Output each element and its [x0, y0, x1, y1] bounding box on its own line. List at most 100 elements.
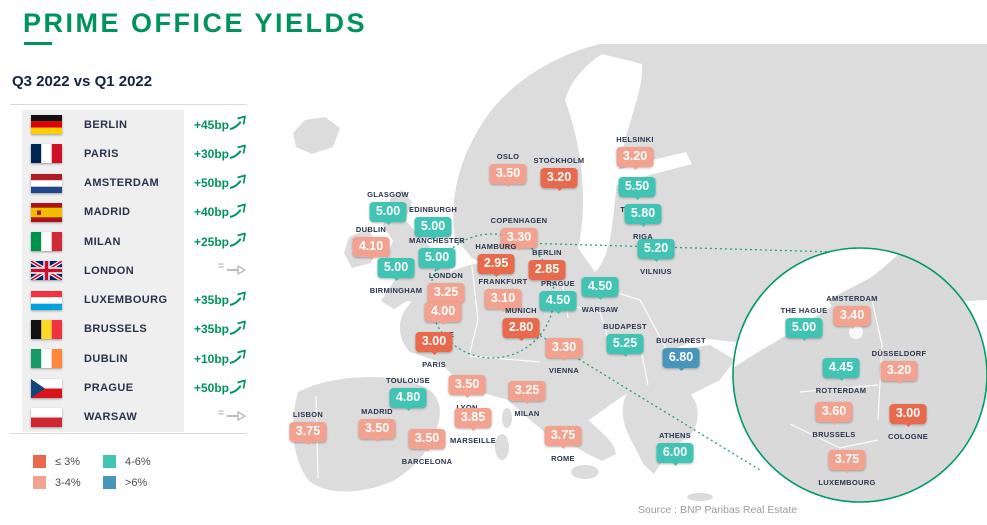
panel-change-amsterdam: +50bp — [185, 174, 248, 193]
city-label-glasgow: GLASGOW — [367, 190, 409, 199]
marker-dublin: 4.10 DUBLIN — [352, 225, 390, 259]
inset-borders — [789, 299, 883, 449]
city-label-warsaw: WARSAW — [581, 304, 619, 314]
change-value: +25bp — [193, 234, 229, 249]
yield-badge-berlin: 2.85 — [528, 260, 566, 282]
city-label-luxembourg: LUXEMBOURG — [818, 477, 876, 487]
marker-toulouse: 4.80 TOULOUSE — [386, 376, 430, 410]
yield-badge-budapest: 5.25 — [606, 334, 644, 356]
legend-label: ≤ 3% — [55, 455, 80, 468]
marker-paris: 3.00 PARIS — [415, 332, 453, 369]
city-label-düsseldorf: DÜSSELDORF — [871, 349, 927, 358]
panel-row-milan: MILAN +25bp — [22, 227, 248, 256]
flag-spain-icon — [31, 202, 62, 222]
panel-row-madrid: MADRID +40bp — [22, 198, 248, 227]
panel-row-dublin: DUBLIN +10bp — [22, 344, 248, 373]
city-label-manchester: MANCHESTER — [409, 236, 465, 245]
trend-up-icon — [229, 115, 247, 134]
iceland-landmass — [293, 117, 340, 154]
panel-row-paris: PARIS +30bp — [22, 139, 248, 168]
yield-badge-london: 3.25 — [427, 283, 465, 305]
yield-badge-paris: 3.00 — [415, 332, 453, 354]
city-label-brussels: BRUSSELS — [812, 429, 856, 439]
comparison-subtitle: Q3 2022 vs Q1 2022 — [12, 73, 153, 90]
marker-the-hague: 5.00 THE HAGUE — [781, 306, 827, 340]
city-label-hamburg: HAMBURG — [475, 242, 517, 251]
yield-badge-lisbon: 3.75 — [289, 422, 327, 444]
yield-badge-frankfurt: 3.10 — [484, 289, 522, 311]
trend-up-icon — [229, 291, 247, 310]
city-label-prague: PRAGUE — [541, 279, 575, 288]
panel-row-amsterdam: AMSTERDAM +50bp — [22, 169, 248, 198]
marker-warsaw: 4.50 WARSAW — [581, 277, 619, 314]
marker-prague: 4.50 PRAGUE — [539, 279, 577, 313]
title-underline — [24, 42, 52, 45]
panel-city-label: LONDON — [84, 264, 135, 277]
marker-tallinn: 5.50TALLINN — [618, 177, 656, 214]
yield-badge-luxembourg: 3.75 — [828, 450, 866, 472]
marker-marseille: 3.85 MARSEILLE — [450, 408, 496, 445]
flag-poland-icon — [31, 407, 62, 427]
change-value: +35bp — [193, 322, 229, 337]
inset-circle-ring — [732, 247, 987, 503]
city-label-munich: MUNICH — [505, 306, 537, 315]
change-value: +35bp — [193, 293, 229, 308]
change-value: +10bp — [193, 351, 229, 366]
city-label-edinburgh: EDINBURGH — [408, 205, 458, 214]
marker-cologne: 3.00 COLOGNE — [888, 404, 928, 441]
yield-badge-manchester: 5.00 — [418, 248, 456, 270]
source-credit: Source : BNP Paribas Real Estate — [638, 504, 798, 516]
yield-badge-brussels: 3.60 — [815, 402, 853, 424]
city-label-london: LONDON — [428, 271, 464, 280]
city-label-vienna: VIENNA — [548, 365, 580, 375]
legend-swatch-blue — [103, 476, 116, 489]
marker-bucharest: 6.80 BUCHAREST — [656, 336, 706, 370]
marker-manchester: 5.00 MANCHESTER — [409, 236, 465, 270]
legend-swatch-salmon — [33, 476, 46, 489]
page-title: PRIME OFFICE YIELDS — [23, 8, 368, 38]
city-label-dublin: DUBLIN — [355, 225, 387, 234]
panel-change-warsaw: = — [185, 408, 248, 425]
city-label-the-hague: THE HAGUE — [780, 306, 828, 315]
inset-ijsselmeer — [849, 325, 863, 339]
yield-badge-the-hague: 5.00 — [785, 318, 823, 340]
yield-badge-glasgow: 5.00 — [369, 202, 407, 224]
marker-athens: 6.00 ATHENS — [656, 431, 694, 465]
yield-badge-copenhagen: 3.30 — [500, 228, 538, 250]
marker-hamburg: 2.95 HAMBURG — [475, 242, 516, 276]
marker-edinburgh: 5.00 EDINBURGH — [409, 205, 457, 239]
marker-amsterdam: 3.40 AMSTERDAM — [826, 294, 877, 328]
city-label-budapest: BUDAPEST — [603, 322, 647, 331]
marker-stockholm: 3.20 STOCKHOLM — [534, 156, 584, 190]
city-label-rome: ROME — [551, 453, 575, 463]
yield-badge-edinburgh: 5.00 — [414, 217, 452, 239]
city-label-barcelona: BARCELONA — [401, 456, 453, 466]
marker-lyon: 3.50 LYON — [448, 375, 486, 412]
panel-change-milan: +25bp — [185, 232, 248, 251]
marker-rome: 3.75 ROME — [544, 426, 582, 463]
yield-badge-stockholm: 3.20 — [540, 168, 578, 190]
panel-change-london: = — [185, 261, 248, 279]
flag-france-icon — [31, 144, 62, 164]
yield-badge-amsterdam: 3.40 — [833, 306, 871, 328]
city-label-amsterdam: AMSTERDAM — [826, 294, 878, 303]
legend-label: 3-4% — [55, 476, 81, 489]
panel-row-luxembourg: LUXEMBOURG +35bp — [22, 286, 248, 315]
marker-glasgow: 5.00 GLASGOW — [367, 190, 409, 224]
panel-city-label: MADRID — [84, 206, 131, 219]
marker-barcelona: 3.50 BARCELONA — [402, 429, 452, 466]
change-value: +45bp — [193, 117, 229, 132]
flag-belgium-icon — [31, 319, 62, 339]
flag-uk-icon — [31, 261, 62, 281]
marker-budapest: 5.25 BUDAPEST — [603, 322, 647, 356]
marker-lisbon: 3.75 LISBON — [289, 410, 327, 444]
marker-birmingham: 5.00 BIRMINGHAM — [370, 258, 422, 295]
yield-badge-prague: 4.50 — [539, 291, 577, 313]
city-label-rotterdam: ROTTERDAM — [815, 385, 867, 395]
city-label-marseille: MARSEILLE — [449, 435, 497, 445]
marker-luxembourg: 3.75 LUXEMBOURG — [818, 450, 875, 487]
marker-rotterdam: 4.45 ROTTERDAM — [816, 358, 866, 395]
panel-row-berlin: BERLIN +45bp — [22, 110, 248, 139]
change-value: +30bp — [193, 146, 229, 161]
